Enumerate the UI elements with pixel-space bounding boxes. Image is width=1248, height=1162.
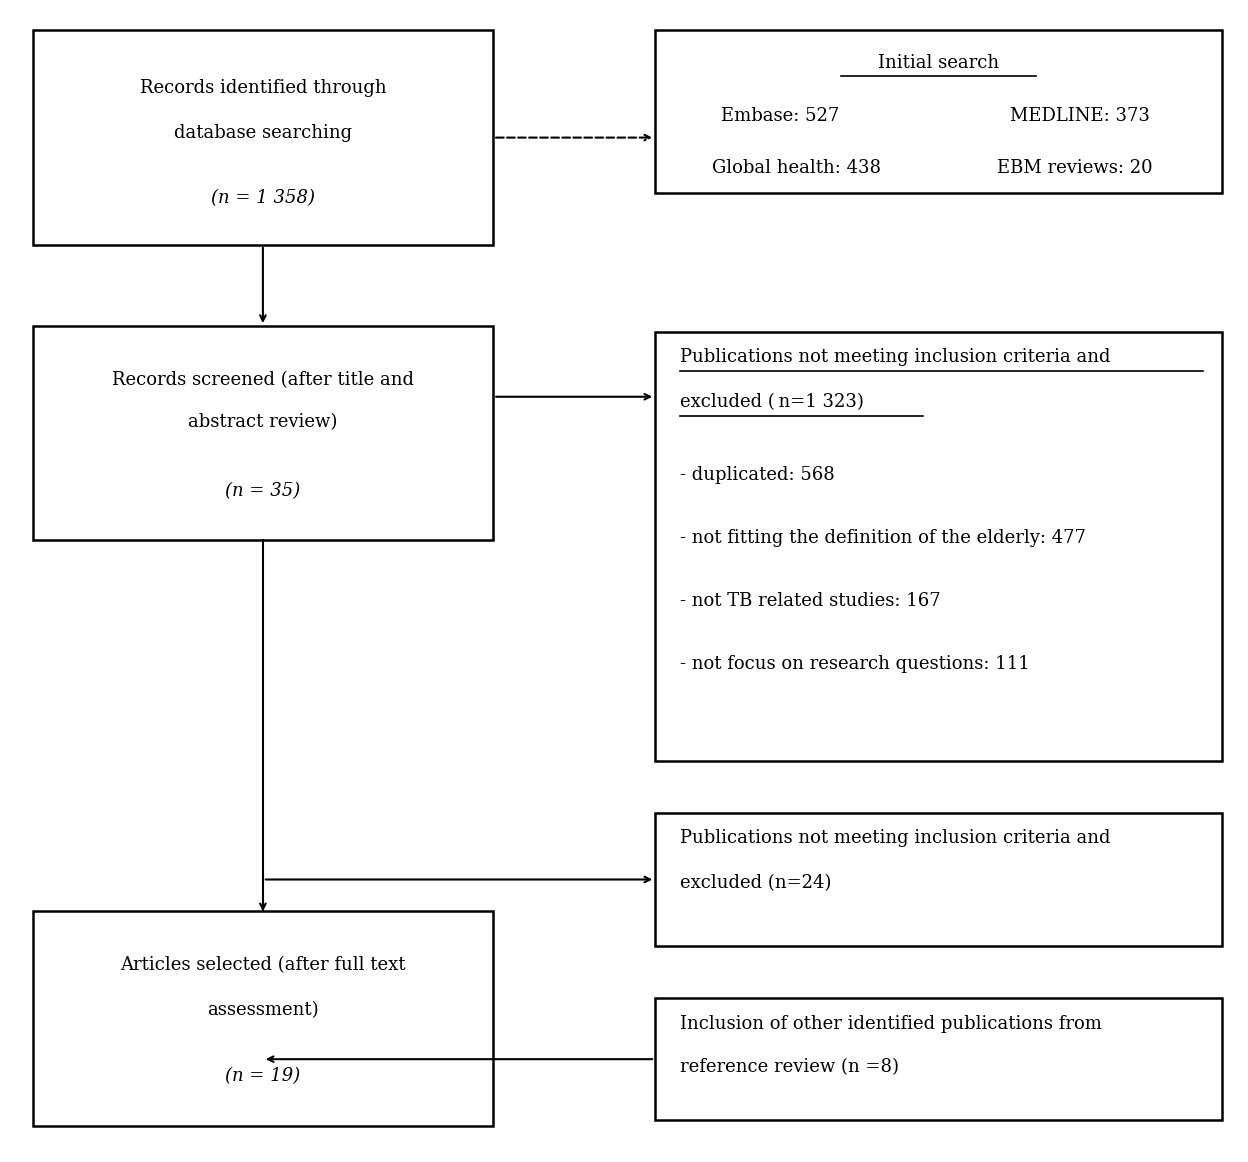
Text: Embase: 527: Embase: 527 [720,107,839,125]
FancyBboxPatch shape [655,30,1222,193]
Text: excluded ( n=1 323): excluded ( n=1 323) [680,394,864,411]
FancyBboxPatch shape [32,30,493,245]
Text: excluded (n=24): excluded (n=24) [680,874,831,891]
FancyBboxPatch shape [32,911,493,1126]
FancyBboxPatch shape [655,998,1222,1120]
Text: database searching: database searching [173,124,352,142]
FancyBboxPatch shape [655,332,1222,761]
Text: reference review (n =8): reference review (n =8) [680,1059,899,1076]
Text: (n = 19): (n = 19) [225,1068,301,1085]
Text: assessment): assessment) [207,1000,318,1019]
Text: EBM reviews: 20: EBM reviews: 20 [997,159,1152,178]
Text: - duplicated: 568: - duplicated: 568 [680,466,835,483]
Text: (n = 35): (n = 35) [225,482,301,500]
Text: Records identified through: Records identified through [140,79,386,98]
Text: Records screened (after title and: Records screened (after title and [112,371,414,388]
FancyBboxPatch shape [32,327,493,540]
Text: Publications not meeting inclusion criteria and: Publications not meeting inclusion crite… [680,830,1111,847]
Text: - not focus on research questions: 111: - not focus on research questions: 111 [680,655,1030,673]
Text: Global health: 438: Global health: 438 [713,159,881,178]
Text: (n = 1 358): (n = 1 358) [211,188,314,207]
FancyBboxPatch shape [655,813,1222,946]
Text: MEDLINE: 373: MEDLINE: 373 [1010,107,1149,125]
Text: Articles selected (after full text: Articles selected (after full text [120,956,406,974]
Text: Inclusion of other identified publications from: Inclusion of other identified publicatio… [680,1014,1102,1033]
Text: abstract review): abstract review) [188,414,337,431]
Text: Publications not meeting inclusion criteria and: Publications not meeting inclusion crite… [680,349,1111,366]
Text: - not TB related studies: 167: - not TB related studies: 167 [680,593,941,610]
Text: Initial search: Initial search [877,53,998,72]
Text: - not fitting the definition of the elderly: 477: - not fitting the definition of the elde… [680,529,1086,547]
